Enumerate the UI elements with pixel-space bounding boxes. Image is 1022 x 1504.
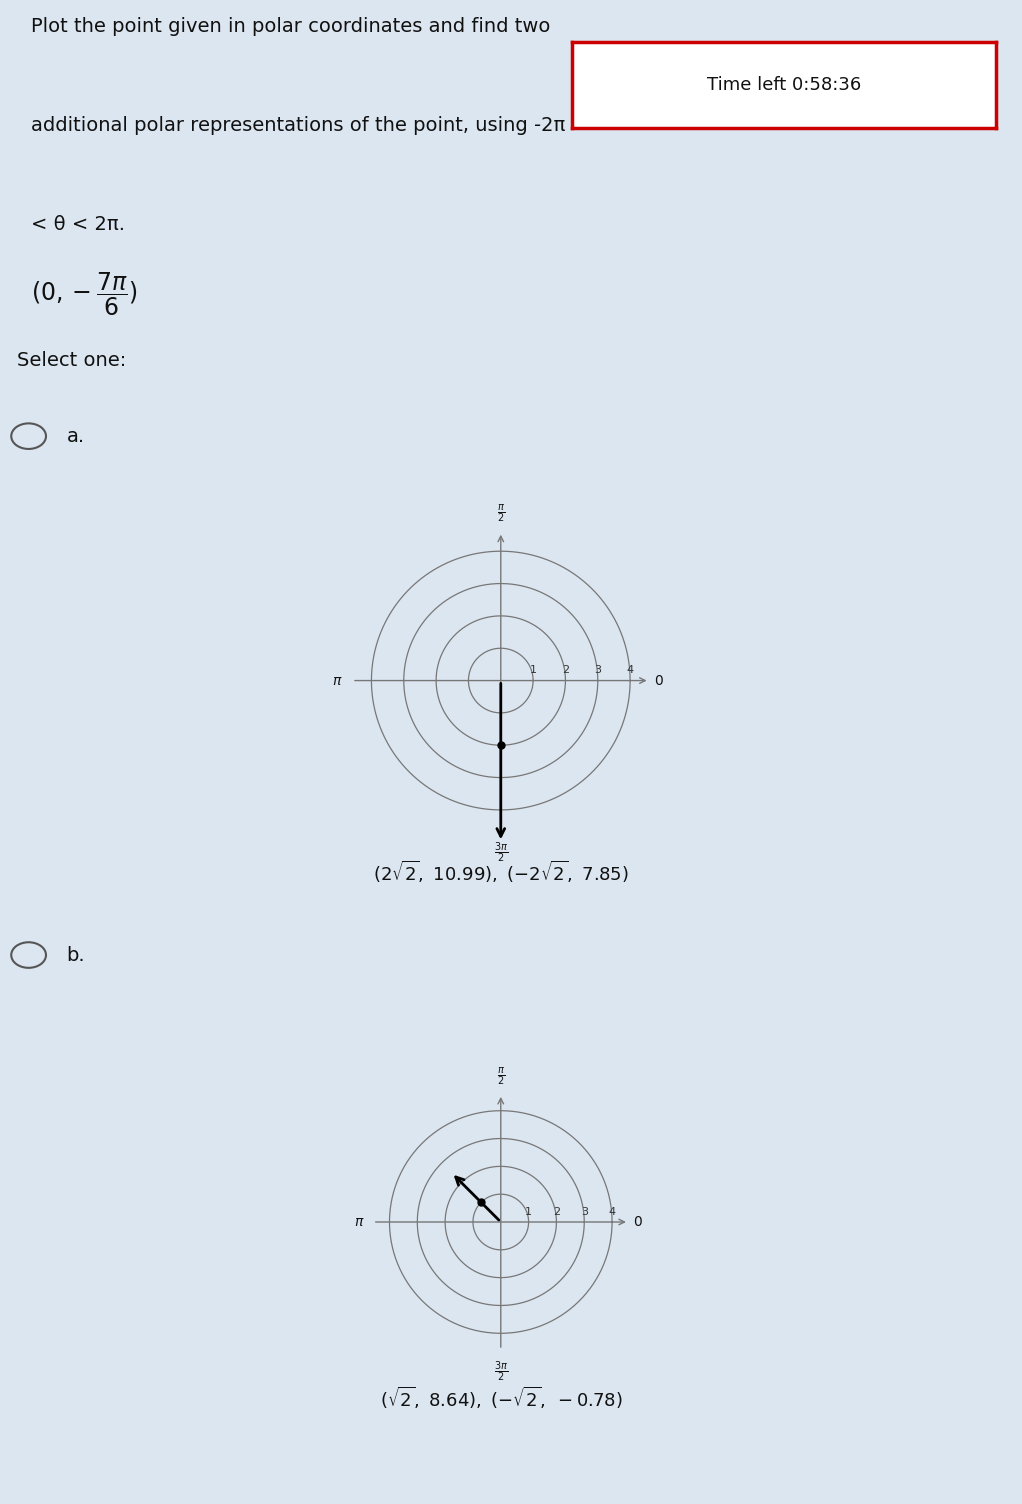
Text: b.: b. — [66, 946, 85, 964]
Text: Select one:: Select one: — [16, 352, 126, 370]
Text: $(0, -\dfrac{7\pi}{6})$: $(0, -\dfrac{7\pi}{6})$ — [31, 271, 137, 317]
Text: $\frac{\pi}{2}$: $\frac{\pi}{2}$ — [497, 1065, 505, 1087]
Text: $\frac{3\pi}{2}$: $\frac{3\pi}{2}$ — [494, 1360, 508, 1384]
Text: a.: a. — [66, 427, 85, 445]
Text: < θ < 2π.: < θ < 2π. — [31, 215, 125, 235]
Text: 3: 3 — [594, 665, 601, 675]
Text: 4: 4 — [626, 665, 634, 675]
Text: 0: 0 — [654, 674, 663, 687]
Text: $\pi$: $\pi$ — [332, 674, 342, 687]
Text: $(\sqrt{2},\ 8.64),\ (-\sqrt{2},\ -0.78)$: $(\sqrt{2},\ 8.64),\ (-\sqrt{2},\ -0.78)… — [379, 1385, 622, 1411]
Text: $\frac{\pi}{2}$: $\frac{\pi}{2}$ — [497, 502, 505, 523]
Text: Plot the point given in polar coordinates and find two: Plot the point given in polar coordinate… — [31, 17, 550, 36]
Text: additional polar representations of the point, using -2π: additional polar representations of the … — [31, 116, 565, 135]
Text: 2: 2 — [562, 665, 569, 675]
Text: 4: 4 — [608, 1208, 615, 1217]
Text: 2: 2 — [553, 1208, 560, 1217]
Text: 1: 1 — [529, 665, 537, 675]
Text: 1: 1 — [525, 1208, 532, 1217]
Text: Time left 0:58:36: Time left 0:58:36 — [707, 77, 862, 93]
Text: 0: 0 — [633, 1215, 642, 1229]
Text: $\pi$: $\pi$ — [354, 1215, 365, 1229]
Text: $(2\sqrt{2},\ 10.99),\ (-2\sqrt{2},\ 7.85)$: $(2\sqrt{2},\ 10.99),\ (-2\sqrt{2},\ 7.8… — [373, 859, 629, 884]
Text: $\frac{3\pi}{2}$: $\frac{3\pi}{2}$ — [494, 841, 508, 865]
Text: 3: 3 — [580, 1208, 588, 1217]
